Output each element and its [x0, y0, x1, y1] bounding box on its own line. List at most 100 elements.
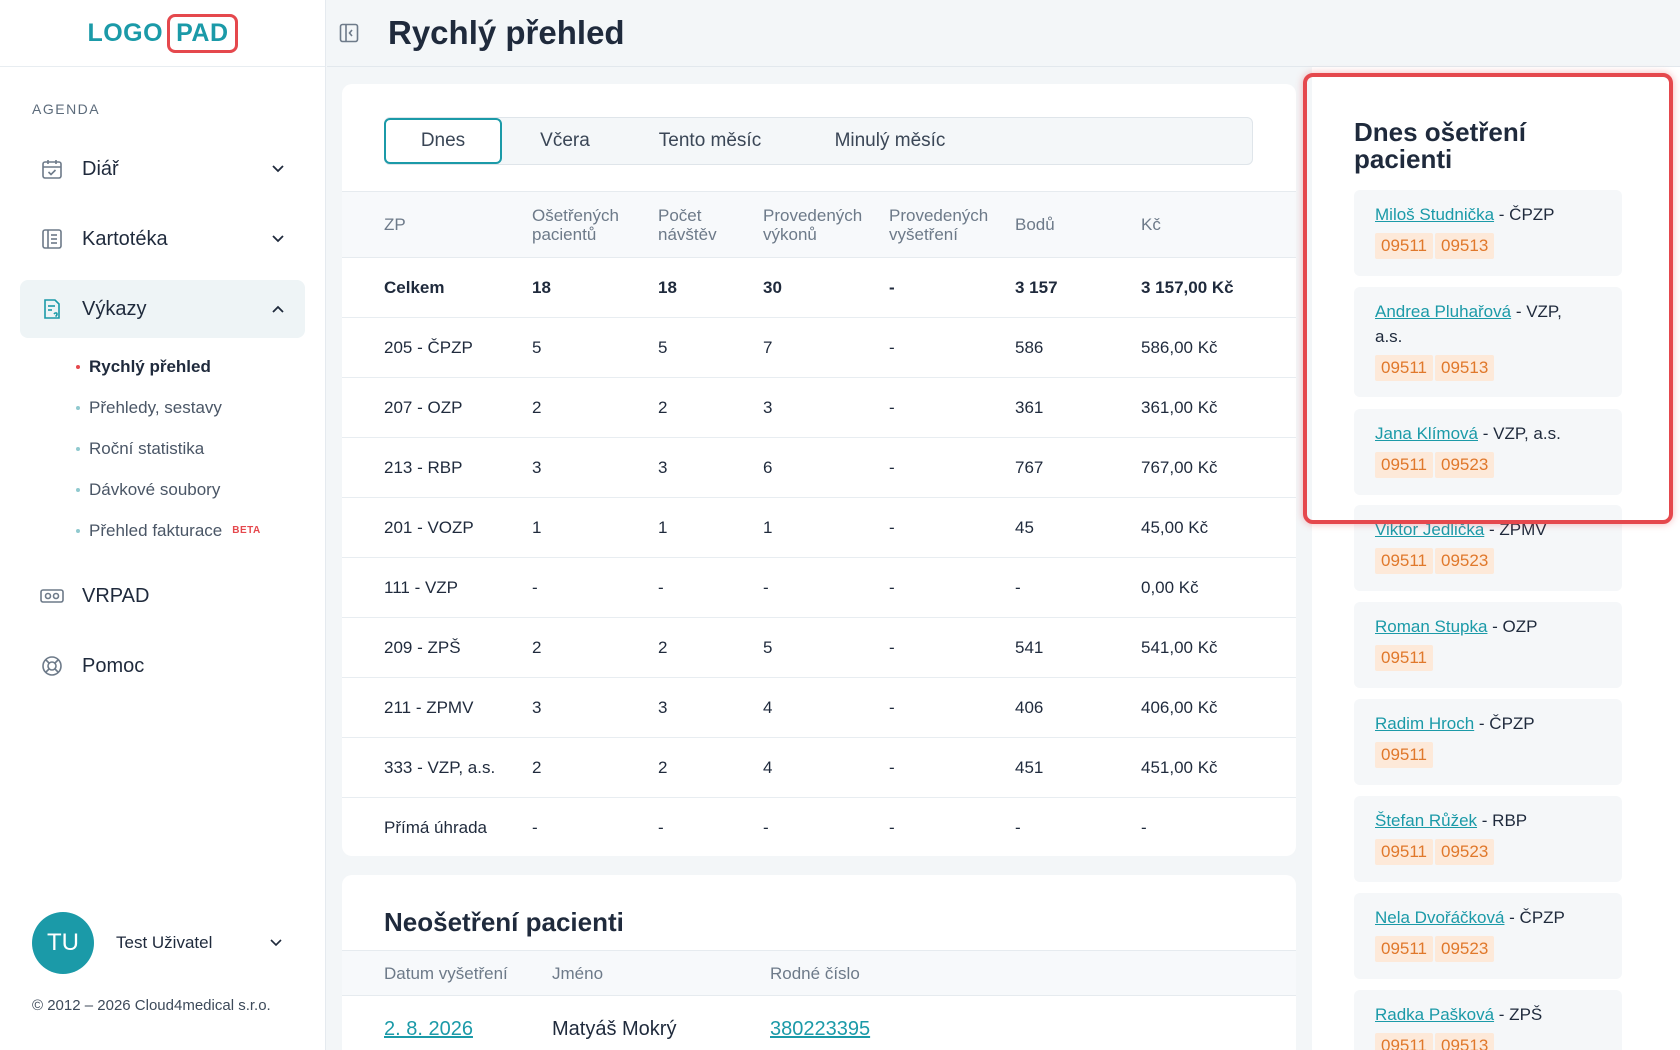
table-row: 205 - ČPZP 5 5 7-586 586,00 Kč [342, 317, 1296, 378]
table-cell: 205 - ČPZP [342, 317, 532, 378]
table-cell: 586,00 Kč [1141, 317, 1296, 378]
table-cell: 2 [532, 737, 658, 798]
table-cell: 45,00 Kč [1141, 497, 1296, 558]
patient-name-link[interactable]: Nela Dvořáčková [1375, 908, 1505, 927]
birth-number-link[interactable]: 380223395 [770, 1018, 870, 1041]
subnav-label: Roční statistika [89, 438, 205, 458]
patient-name-link[interactable]: Roman Stupka [1375, 617, 1488, 636]
vr-icon [40, 584, 64, 608]
table-cell: 201 - VOZP [342, 497, 532, 558]
table-cell: 211 - ZPMV [342, 677, 532, 738]
table-cell: 2 [658, 737, 763, 798]
insurer-label: - ČPZP [1494, 205, 1555, 224]
table-cell: 0,00 Kč [1141, 557, 1296, 618]
table-row-total: Celkem 18 18 30-3 157 3 157,00 Kč [342, 257, 1296, 318]
table-header-row: ZP Ošetřených pacientů Počet návštěv Pro… [342, 191, 1296, 258]
subnav-label: Dávkové soubory [89, 479, 221, 499]
patient-name-link[interactable]: Radka Pašková [1375, 1005, 1495, 1024]
procedure-code-badge: 09511 [1375, 452, 1434, 478]
column-header: Provedených výkonů [763, 191, 889, 258]
sidebar-item-pomoc[interactable]: Pomoc [20, 637, 305, 695]
sidebar-item-kartoteka[interactable]: Kartotéka [20, 210, 305, 268]
patient-card: Viktor Jedlička - ZPMV 09511 09523 [1354, 505, 1622, 591]
procedure-codes: 09511 09513 [1375, 355, 1602, 381]
procedure-code-badge: 09511 [1375, 233, 1434, 259]
table-cell: - [1141, 817, 1147, 837]
logo[interactable]: LOGO PAD [87, 13, 238, 53]
table-cell: 1 [658, 497, 763, 558]
insurer-label: - RBP [1477, 811, 1528, 830]
tab-dnes[interactable]: Dnes [384, 118, 502, 164]
chevron-up-icon [271, 302, 285, 316]
procedure-code-badge: 09523 [1435, 548, 1495, 574]
table-row: 111 - VZP - - - - -0,00 Kč [342, 557, 1296, 618]
user-menu[interactable]: TU Test Uživatel [32, 912, 282, 974]
subnav-item-prehled-fakturace[interactable]: Přehled fakturace BETA [76, 510, 305, 551]
patient-name-link[interactable]: Radim Hroch [1375, 714, 1475, 733]
sidebar-item-vykazy[interactable]: Výkazy [20, 280, 305, 338]
chevron-down-icon [270, 934, 282, 952]
chevron-down-icon [271, 232, 285, 246]
column-header: Jméno [552, 964, 604, 983]
stats-card: Dnes Včera Tento měsíc Minulý měsíc ZP O… [342, 84, 1296, 856]
subnav-item-davkove-soubory[interactable]: Dávkové soubory [76, 469, 305, 510]
patient-name: Matyáš Mokrý [552, 1018, 677, 1040]
table-cell: 30 [763, 257, 889, 318]
table-cell: 209 - ZPŠ [342, 617, 532, 678]
insurer-label: - ZPŠ [1494, 1005, 1543, 1024]
insurer-label: - ČPZP [1504, 908, 1565, 927]
tab-tento-mesic[interactable]: Tento měsíc [658, 130, 762, 151]
patient-card: Nela Dvořáčková - ČPZP 09511 09523 [1354, 893, 1622, 979]
bullet [76, 528, 80, 533]
patient-card: Jana Klímová - VZP, a.s. 09511 09523 [1354, 409, 1622, 495]
table-cell: - [532, 557, 658, 618]
subnav-item-prehledy[interactable]: Přehledy, sestavy [76, 387, 305, 428]
insurer-label: - VZP, a.s. [1478, 424, 1561, 443]
patient-line: Jana Klímová - VZP, a.s. [1375, 421, 1602, 446]
table-row: 207 - OZP 2 2 3-361 361,00 Kč [342, 377, 1296, 438]
procedure-codes: 09511 09523 [1375, 839, 1602, 865]
untreated-title: Neošetření pacienti [384, 907, 624, 937]
birth-number[interactable]: 380223395 [770, 1018, 871, 1040]
exam-date-link[interactable]: 2. 8. 2026 [384, 1018, 473, 1041]
insurer-label-cont: a.s. [1375, 327, 1403, 346]
bullet [76, 364, 80, 369]
sidebar-item-diar[interactable]: Diář [20, 140, 305, 198]
table-cell: - [889, 437, 1015, 498]
table-cell: Celkem [342, 257, 532, 318]
patient-line: Miloš Studnička - ČPZP [1375, 202, 1602, 227]
table-cell: - [889, 497, 1015, 558]
patient-name-link[interactable]: Miloš Studnička [1375, 205, 1495, 224]
subnav-label: Přehled fakturace [89, 520, 223, 540]
table-cell: 3 [532, 677, 658, 738]
page-title: Rychlý přehled [388, 14, 625, 51]
table-cell: - [889, 677, 1015, 738]
user-name: Test Uživatel [116, 933, 213, 952]
patient-name-link[interactable]: Andrea Pluhařová [1375, 302, 1512, 321]
sidebar-item-vrpad[interactable]: VRPAD [20, 567, 305, 625]
procedure-code-badge: 09513 [1435, 355, 1495, 381]
table-cell: 207 - OZP [342, 377, 532, 438]
procedure-code-badge: 09523 [1435, 936, 1495, 962]
subnav-item-rocni-statistika[interactable]: Roční statistika [76, 428, 305, 469]
table-cell: - [763, 817, 769, 837]
lifebuoy-icon [40, 654, 64, 678]
sidebar-toggle-icon[interactable] [337, 21, 361, 45]
table-cell: 111 - VZP [342, 557, 532, 618]
table-cell: 333 - VZP, a.s. [342, 737, 532, 798]
patient-name-link[interactable]: Štefan Růžek [1375, 811, 1478, 830]
subnav-item-rychly-prehled[interactable]: Rychlý přehled [76, 346, 305, 387]
patient-name-link[interactable]: Jana Klímová [1375, 424, 1478, 443]
table-cell: 4 [763, 677, 889, 738]
logo-text: LOGO [87, 18, 164, 47]
procedure-code-badge: 09511 [1375, 839, 1434, 865]
tab-vcera[interactable]: Včera [540, 130, 590, 151]
table-cell: 451,00 Kč [1141, 737, 1296, 798]
sidebar-item-label: Pomoc [82, 654, 145, 677]
tab-minuly-mesic[interactable]: Minulý měsíc [834, 130, 946, 151]
exam-date[interactable]: 2. 8. 2026 [384, 1018, 473, 1040]
logo-pad-text: PAD [167, 13, 238, 53]
treated-title-line1: Dnes ošetření [1354, 117, 1526, 147]
patient-name-link[interactable]: Viktor Jedlička [1375, 520, 1485, 539]
patient-line: Viktor Jedlička - ZPMV [1375, 517, 1602, 542]
